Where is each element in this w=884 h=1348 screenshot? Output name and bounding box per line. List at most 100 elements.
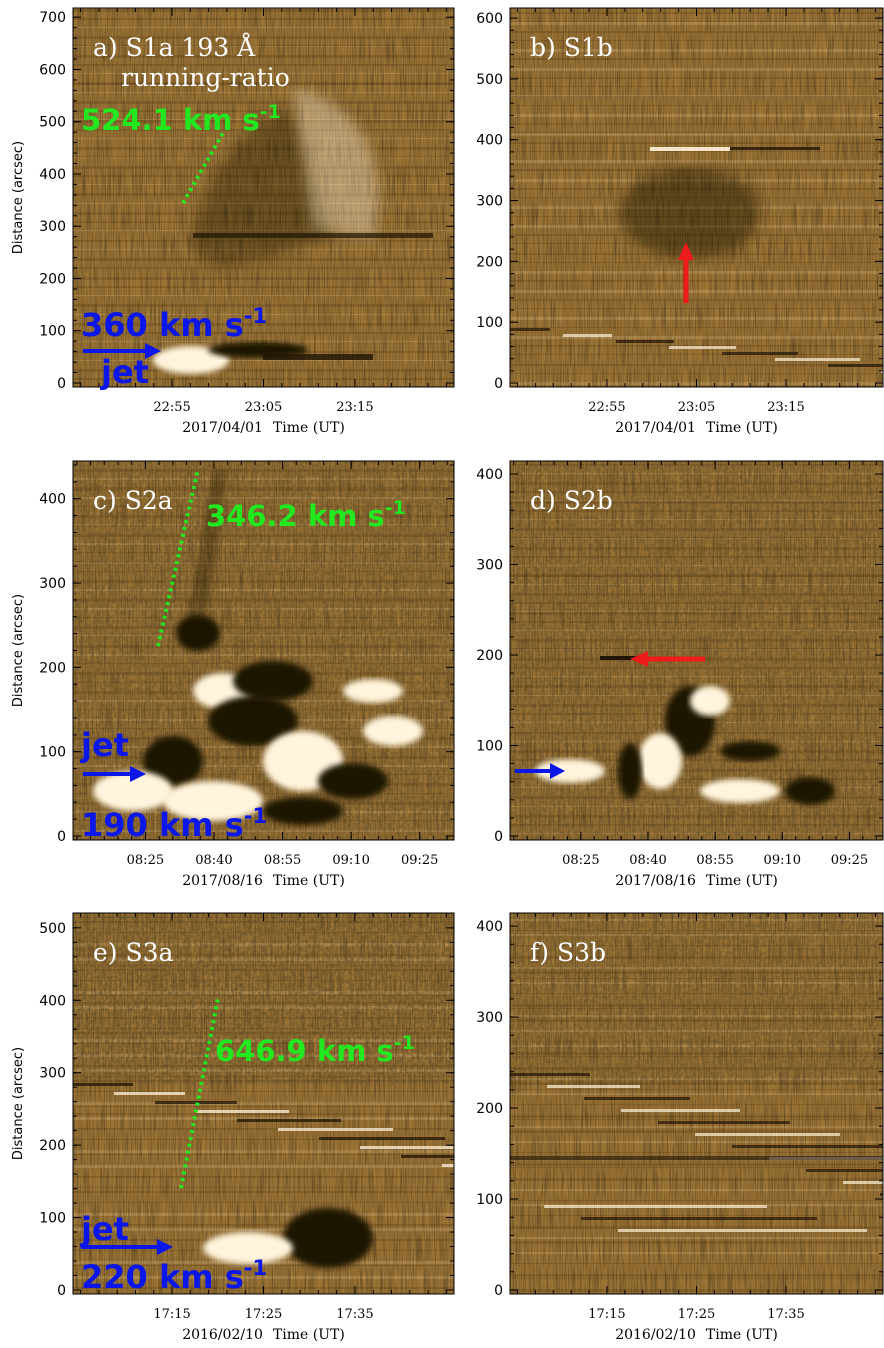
date-label: 2017/08/16 <box>615 873 696 889</box>
bright-line <box>650 147 730 151</box>
front-ray <box>183 471 228 641</box>
dark-line <box>510 1156 883 1160</box>
jet-blob <box>690 686 730 716</box>
panel-e: 0 100 200 300 400 500 17:15 17:25 17:35 2016/02/1… <box>11 912 455 1343</box>
band-streak <box>581 1217 817 1220</box>
dark-front <box>600 656 640 660</box>
band-streak <box>732 1145 883 1148</box>
y-tick-label: 0 <box>494 376 503 392</box>
coarse-grain <box>510 913 883 1085</box>
x-tick-label: 08:40 <box>629 853 666 868</box>
superscript: -1 <box>244 804 267 828</box>
time-axis-label: Time (UT) <box>706 420 778 436</box>
jet-speed-value: 360 km s <box>81 306 244 344</box>
jet-label: jet <box>99 353 149 391</box>
y-tick-label: 0 <box>494 829 503 845</box>
y-tick-label: 300 <box>476 194 503 210</box>
band-streak <box>880 1193 883 1196</box>
jet-speed-value: 220 km s <box>81 1258 244 1296</box>
front-speed-label: 646.9 km s-1 <box>215 1032 415 1068</box>
band-streak <box>114 1092 185 1095</box>
x-tick-label: 17:35 <box>767 1307 804 1322</box>
y-tick-label: 300 <box>39 219 66 235</box>
y-tick-label: 200 <box>476 1101 503 1117</box>
date-label: 2017/04/01 <box>182 420 263 436</box>
jet-blob <box>318 763 388 799</box>
y-tick-label: 100 <box>39 745 66 761</box>
x-tick-label: 23:05 <box>678 400 715 415</box>
y-tick-label: 0 <box>57 376 66 392</box>
y-tick-label: 400 <box>476 133 503 149</box>
band-streak <box>584 1097 690 1100</box>
jet-arrow-head <box>157 1239 173 1255</box>
timedistance-image <box>510 913 883 1294</box>
y-tick-label: 500 <box>39 115 66 131</box>
jet-blob <box>208 696 298 746</box>
time-axis-label: Time (UT) <box>273 1327 345 1343</box>
bottom-streak <box>510 328 550 331</box>
x-axis-caption: 2017/04/01 Time (UT) <box>182 420 345 436</box>
jet-bright <box>203 1232 293 1264</box>
front-speed-value: 346.2 km s <box>206 499 385 533</box>
panel-b: 0 100 200 300 400 500 600 22:55 23:05 23:15 2017/0… <box>476 7 884 436</box>
superscript: -1 <box>244 304 267 328</box>
x-tick-label: 08:40 <box>195 853 232 868</box>
x-tick-label: 23:05 <box>245 400 282 415</box>
panel-a: 0 100 200 300 400 500 600 700 22:55 23:05 23:15 201… <box>11 7 455 436</box>
jet-label: jet <box>79 726 129 764</box>
y-axis-label: Distance (arcsec) <box>11 594 26 707</box>
front-speed-value: 524.1 km s <box>81 103 260 137</box>
dark-blob <box>283 1208 373 1268</box>
y-axis-label: Distance (arcsec) <box>11 1047 26 1160</box>
jet-blob <box>143 736 203 786</box>
band-streak <box>510 1073 590 1076</box>
y-tick-label: 0 <box>57 829 66 845</box>
y-tick-label: 0 <box>494 1283 503 1299</box>
panel-title: d) S2b <box>530 486 613 515</box>
x-tick-label: 17:15 <box>153 1307 190 1322</box>
jet-arrow-head <box>130 766 146 782</box>
y-tick-label: 500 <box>476 72 503 88</box>
jet-blob <box>785 777 835 805</box>
jet-blob <box>618 743 642 799</box>
superscript: -1 <box>260 101 281 123</box>
bottom-streak <box>722 352 798 355</box>
x-tick-label: 09:25 <box>831 853 868 868</box>
band-streak <box>442 1164 454 1167</box>
y-tick-label: 300 <box>39 576 66 592</box>
superscript: -1 <box>394 1032 415 1054</box>
y-tick-label: 100 <box>39 324 66 340</box>
band-streak <box>401 1155 454 1158</box>
y-tick-label: 400 <box>39 492 66 508</box>
jet-blob <box>343 679 403 703</box>
y-tick-label: 300 <box>476 1010 503 1026</box>
y-tick-label: 200 <box>39 271 66 287</box>
panel-f: 0 100 200 300 400 17:15 17:25 17:35 2016/02/10 Ti… <box>476 912 884 1343</box>
jet-blob <box>700 779 780 803</box>
band-streak <box>196 1110 289 1113</box>
panel-title: c) S2a <box>93 486 173 515</box>
timedistance-image <box>73 8 454 387</box>
jet-blob <box>93 771 173 811</box>
panel-title: a) S1a 193 Å <box>93 32 256 62</box>
jet-label: jet <box>79 1210 129 1248</box>
dark-line <box>730 147 820 150</box>
bottom-streak <box>616 340 674 343</box>
bright-front <box>293 88 379 238</box>
band-streak <box>621 1109 740 1112</box>
jet-arrow-head <box>550 763 565 779</box>
band-streak <box>806 1169 883 1172</box>
band-streak <box>278 1128 393 1131</box>
band-streak <box>360 1146 454 1149</box>
x-axis-caption: 2016/02/10 Time (UT) <box>615 1327 778 1343</box>
x-axis-caption: 2016/02/10 Time (UT) <box>182 1327 345 1343</box>
front-dashed-line <box>179 997 220 1189</box>
panel-c: 0 100 200 300 400 08:25 08:40 08:55 09:10 09:25 20… <box>11 460 455 889</box>
panel-d: 0 100 200 300 400 08:25 08:40 08:55 09:10 09:25 20… <box>476 460 884 889</box>
y-tick-label: 200 <box>39 660 66 676</box>
timedistance-image <box>510 461 883 840</box>
y-tick-label: 600 <box>39 62 66 78</box>
band-streak <box>237 1119 341 1122</box>
y-tick-label: 400 <box>39 993 66 1009</box>
band-streak <box>658 1121 790 1124</box>
